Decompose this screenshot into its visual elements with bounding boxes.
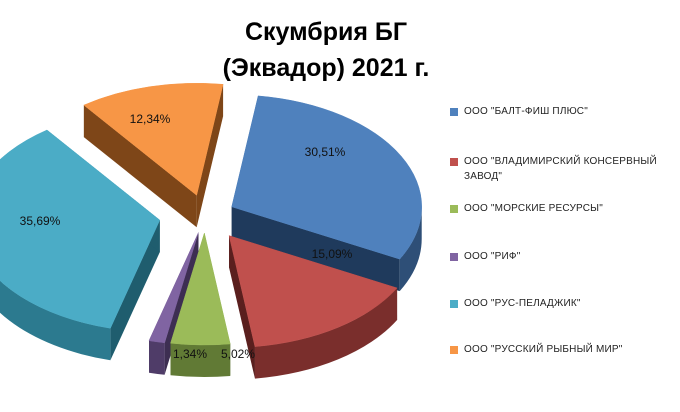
data-label-rif: 1,34% — [173, 347, 207, 361]
legend-swatch-vladimir — [450, 158, 458, 166]
pie-slice-wall-balt-fish-1 — [231, 206, 400, 292]
pie-slice-vladimir — [228, 235, 398, 379]
legend-swatch-morskie — [450, 205, 458, 213]
legend-label-balt-fish: ООО "БАЛТ-ФИШ ПЛЮС" — [464, 106, 588, 117]
pie-slice-top-morskie — [170, 232, 231, 346]
legend-label-vladimir: ООО "ВЛАДИМИРСКИЙ КОНСЕРВНЫЙ ЗАВОД" — [464, 156, 657, 182]
pie-slice-top-vladimir — [228, 235, 398, 347]
pie-slice-russkiy-rybny-mir — [83, 82, 224, 228]
pie-slice-wall-rus-peladzhik-0 — [110, 220, 160, 361]
pie-slice-balt-fish — [231, 95, 422, 292]
pie-slice-side-morskie — [170, 343, 231, 377]
pie-slice-wall-vladimir-1 — [229, 235, 255, 379]
pie-slice-side-rif — [149, 340, 165, 375]
legend-item-rif: ООО "РИФ" — [450, 249, 520, 264]
pie-slice-side-balt-fish — [399, 206, 422, 292]
chart-title: Скумбрия БГ (Эквадор) 2021 г. — [176, 14, 476, 86]
chart-title-line-2: (Эквадор) 2021 г. — [222, 54, 430, 82]
legend-item-vladimir: ООО "ВЛАДИМИРСКИЙ КОНСЕРВНЫЙ ЗАВОД" — [450, 154, 657, 184]
data-label-vladimir: 15,09% — [312, 247, 353, 261]
legend-label-russkiy-rybny-mir: ООО "РУССКИЙ РЫБНЫЙ МИР" — [464, 344, 623, 355]
data-label-balt-fish: 30,51% — [305, 145, 346, 159]
legend-item-russkiy-rybny-mir: ООО "РУССКИЙ РЫБНЫЙ МИР" — [450, 342, 623, 357]
chart-title-line-1: Скумбрия БГ — [244, 18, 408, 46]
legend-swatch-rus-peladzhik — [450, 300, 458, 308]
legend-label-rus-peladzhik: ООО "РУС-ПЕЛАДЖИК" — [464, 298, 581, 309]
pie-slice-top-rus-peladzhik — [0, 129, 161, 329]
pie-slice-top-balt-fish — [231, 95, 422, 260]
pie-slice-rus-peladzhik — [0, 129, 161, 361]
legend-label-morskie: ООО "МОРСКИЕ РЕСУРСЫ" — [464, 203, 603, 214]
legend-swatch-rif — [450, 253, 458, 261]
legend-item-morskie: ООО "МОРСКИЕ РЕСУРСЫ" — [450, 201, 603, 216]
pie-slice-wall-russkiy-rybny-mir-1 — [196, 84, 224, 228]
pie-slice-side-vladimir — [254, 287, 398, 379]
pie-slice-side-rus-peladzhik — [0, 280, 111, 361]
pie-slice-morskie — [170, 232, 231, 377]
pie-slice-top-russkiy-rybny-mir — [83, 82, 224, 196]
data-label-morskie: 5,02% — [221, 347, 255, 361]
legend-label-rif: ООО "РИФ" — [464, 251, 521, 262]
legend-swatch-russkiy-rybny-mir — [450, 346, 458, 354]
pie-slice-top-rif — [148, 232, 199, 344]
legend-item-rus-peladzhik: ООО "РУС-ПЕЛАДЖИК" — [450, 296, 581, 311]
legend-swatch-balt-fish — [450, 108, 458, 116]
legend-item-balt-fish: ООО "БАЛТ-ФИШ ПЛЮС" — [450, 104, 588, 119]
data-label-rus-peladzhik: 35,69% — [20, 214, 61, 228]
pie-slice-wall-russkiy-rybny-mir-0 — [83, 105, 197, 228]
data-label-russkiy-rybny-mir: 12,34% — [130, 112, 171, 126]
